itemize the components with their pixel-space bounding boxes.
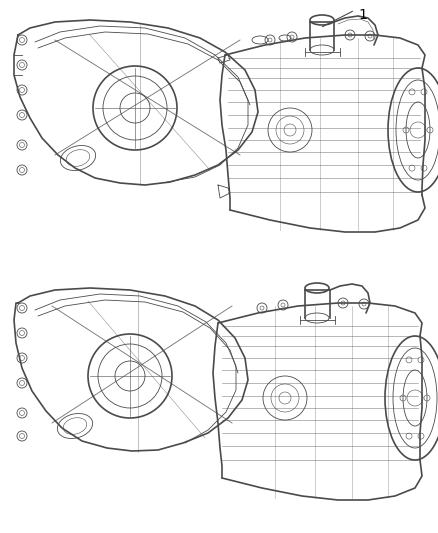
Text: 1: 1 [358,8,367,22]
